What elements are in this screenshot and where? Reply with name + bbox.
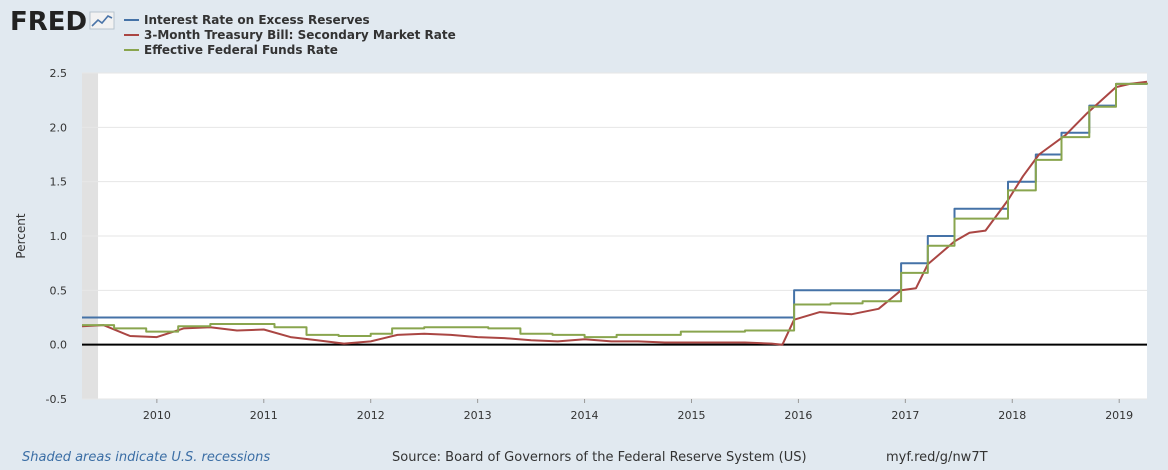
y-axis-label: Percent [14, 213, 28, 258]
series-line-3 [82, 82, 1148, 339]
x-tick-label: 2011 [250, 409, 278, 422]
x-tick-label: 2010 [143, 409, 171, 422]
x-tick-label: 2018 [998, 409, 1026, 422]
recession-note-link[interactable]: Shaded areas indicate U.S. recessions [22, 450, 271, 465]
legend-label: Effective Federal Funds Rate [144, 43, 338, 57]
fred-logo-graph-icon [89, 11, 115, 30]
x-tick-label: 2016 [784, 409, 812, 422]
y-tick-label: 0.0 [50, 339, 68, 352]
y-tick-label: 2.5 [50, 67, 68, 80]
series-line-2 [81, 80, 1148, 346]
legend-label: Interest Rate on Excess Reserves [144, 13, 370, 27]
series-lines [81, 80, 1148, 346]
chart: FRED Interest Rate on Excess Reserves3-M… [10, 7, 1148, 422]
y-tick-label: 2.0 [50, 121, 68, 134]
x-tick-label: 2014 [571, 409, 599, 422]
y-tick-label: 0.5 [50, 284, 68, 297]
x-tick-label: 2013 [464, 409, 492, 422]
x-tick-label: 2015 [677, 409, 705, 422]
legend: Interest Rate on Excess Reserves3-Month … [124, 13, 456, 57]
y-tick-label: -0.5 [46, 393, 67, 406]
fred-logo[interactable]: FRED [10, 7, 115, 37]
y-tick-label: 1.0 [50, 230, 68, 243]
fred-logo-text: FRED [10, 7, 87, 37]
x-axis-ticks: 2010 2011 2012 2013 2014 2015 2016 2017 2018 2019 [143, 399, 1133, 422]
y-tick-label: 1.5 [50, 176, 68, 189]
legend-label: 3-Month Treasury Bill: Secondary Market … [144, 28, 456, 42]
source-text: Source: Board of Governors of the Federa… [392, 450, 807, 465]
x-tick-label: 2012 [357, 409, 385, 422]
short-url-link[interactable]: myf.red/g/nw7T [886, 450, 988, 465]
x-tick-label: 2019 [1105, 409, 1133, 422]
y-axis-ticks: 2.5 2.0 1.5 1.0 0.5 0.0 -0.5 [46, 67, 67, 406]
grid [82, 72, 1147, 400]
x-tick-label: 2017 [891, 409, 919, 422]
